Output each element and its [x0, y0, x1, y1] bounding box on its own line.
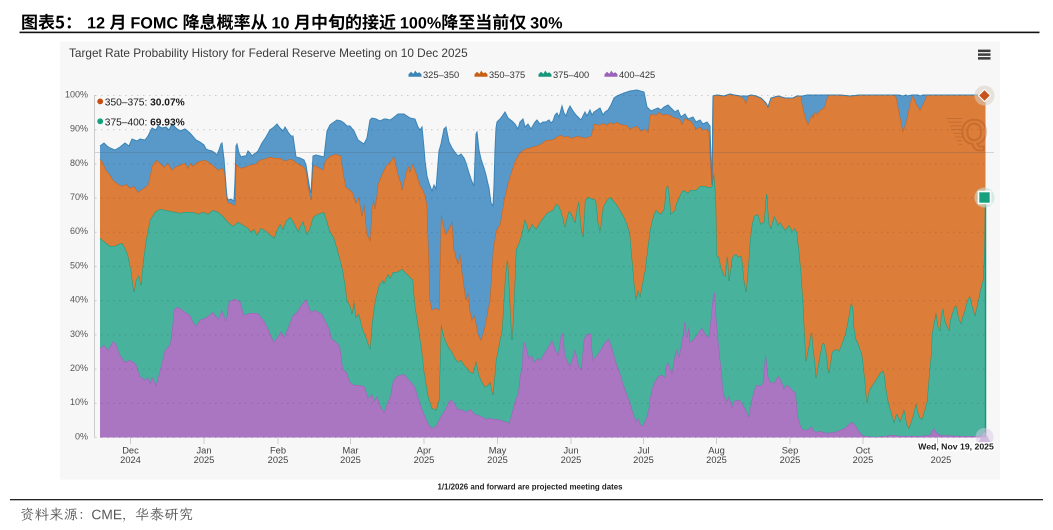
svg-text:Oct: Oct	[856, 446, 871, 456]
svg-text:2025: 2025	[194, 455, 215, 465]
svg-text:Jun: Jun	[564, 446, 579, 456]
svg-text:Feb: Feb	[270, 446, 286, 456]
svg-text:20%: 20%	[70, 363, 88, 373]
svg-text:May: May	[489, 446, 507, 456]
svg-text:2025: 2025	[414, 455, 435, 465]
svg-text:375–400: 375–400	[553, 70, 589, 80]
svg-text:70%: 70%	[70, 192, 88, 202]
svg-text:325–350: 325–350	[423, 70, 459, 80]
svg-text:2025: 2025	[633, 455, 654, 465]
svg-text:2025: 2025	[853, 455, 874, 465]
svg-text:2025: 2025	[780, 455, 801, 465]
svg-text:2024: 2024	[120, 455, 141, 465]
svg-text:Sep: Sep	[782, 446, 799, 456]
svg-text:Wed, Nov 19, 2025: Wed, Nov 19, 2025	[918, 442, 994, 452]
svg-text:Aug: Aug	[708, 446, 725, 456]
svg-text:Mar: Mar	[342, 446, 358, 456]
svg-text:2025: 2025	[931, 455, 952, 465]
svg-text:Target Rate Probability Histor: Target Rate Probability History for Fede…	[69, 46, 468, 60]
svg-text:1/1/2026 and forward are proje: 1/1/2026 and forward are projected meeti…	[437, 483, 623, 492]
svg-text:90%: 90%	[70, 124, 88, 134]
svg-text:40%: 40%	[70, 295, 88, 305]
svg-text:350–375: 30.07%: 350–375: 30.07%	[105, 98, 185, 109]
svg-text:Apr: Apr	[417, 446, 431, 456]
svg-text:Q: Q	[961, 114, 987, 152]
svg-text:2025: 2025	[340, 455, 361, 465]
svg-text:0%: 0%	[75, 431, 88, 441]
svg-text:2025: 2025	[561, 455, 582, 465]
svg-text:10%: 10%	[70, 397, 88, 407]
svg-text:2025: 2025	[487, 455, 508, 465]
svg-text:100%: 100%	[65, 89, 88, 99]
svg-text:50%: 50%	[70, 260, 88, 270]
svg-text:Jul: Jul	[638, 446, 650, 456]
svg-text:30%: 30%	[70, 329, 88, 339]
svg-text:80%: 80%	[70, 158, 88, 168]
svg-text:400–425: 400–425	[619, 70, 655, 80]
svg-text:60%: 60%	[70, 226, 88, 236]
svg-text:350–375: 350–375	[489, 70, 525, 80]
svg-text:Dec: Dec	[122, 446, 139, 456]
svg-text:2025: 2025	[268, 455, 289, 465]
svg-text:2025: 2025	[706, 455, 727, 465]
svg-text:375–400: 69.93%: 375–400: 69.93%	[105, 118, 185, 129]
svg-text:Jan: Jan	[197, 446, 212, 456]
